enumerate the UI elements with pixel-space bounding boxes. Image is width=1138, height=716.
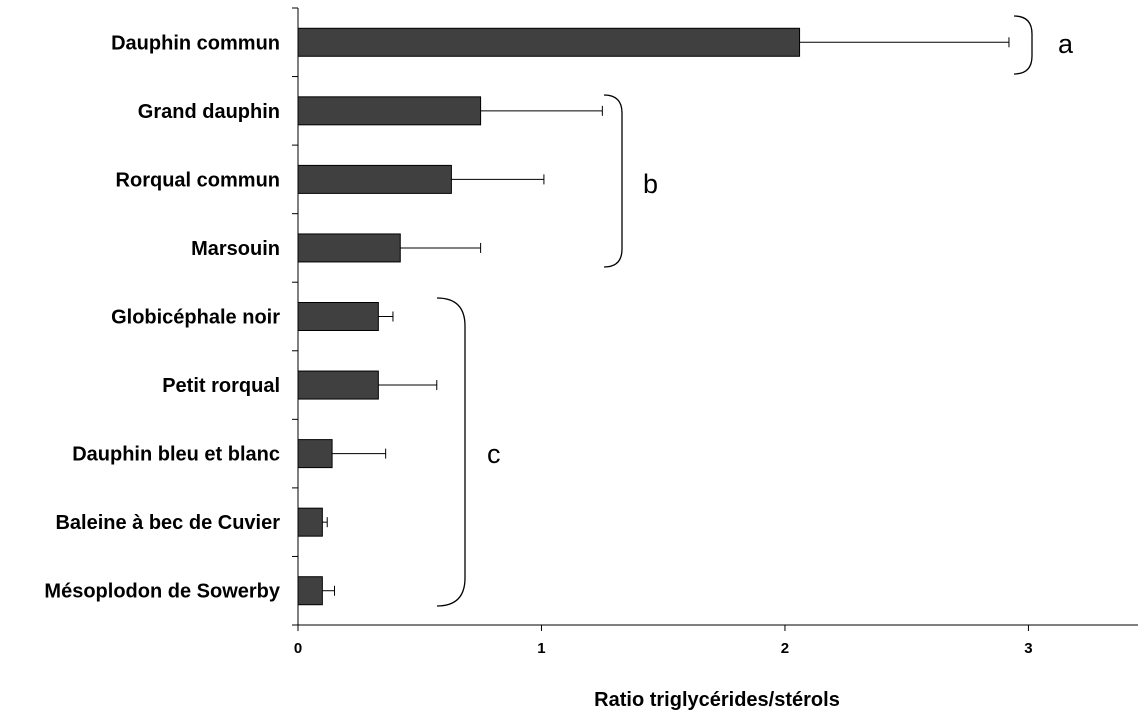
bar <box>297 576 323 606</box>
bar <box>297 439 333 469</box>
bar <box>297 27 801 57</box>
category-label: Baleine à bec de Cuvier <box>55 512 280 534</box>
group-label: a <box>1058 29 1074 59</box>
x-tick-label: 3 <box>1024 640 1032 657</box>
bar <box>297 164 452 194</box>
bar <box>297 507 323 537</box>
category-label: Dauphin commun <box>111 32 280 54</box>
bar <box>297 233 401 263</box>
category-label: Rorqual commun <box>116 169 280 191</box>
x-axis-title: Ratio triglycérides/stérols <box>594 689 840 711</box>
category-label: Grand dauphin <box>138 101 280 123</box>
category-label: Marsouin <box>191 238 280 260</box>
group-bracket <box>603 94 623 268</box>
group-bracket <box>1013 15 1033 75</box>
x-tick-label: 2 <box>781 640 789 657</box>
group-label: b <box>643 169 658 199</box>
plot-area: 0 1 2 3 Dauphin commun Grand dauphin Rorqual c… <box>44 7 1138 657</box>
x-tick-label: 0 <box>294 640 302 657</box>
x-tick-label: 1 <box>537 640 545 657</box>
bar <box>297 96 482 126</box>
bar <box>297 370 379 400</box>
category-label: Dauphin bleu et blanc <box>72 444 280 466</box>
category-label: Petit rorqual <box>162 375 280 397</box>
bar <box>297 302 379 331</box>
category-label: Globicéphale noir <box>111 307 280 329</box>
category-label: Mésoplodon de Sowerby <box>44 581 280 603</box>
group-label: c <box>487 439 501 469</box>
group-bracket <box>436 297 466 607</box>
